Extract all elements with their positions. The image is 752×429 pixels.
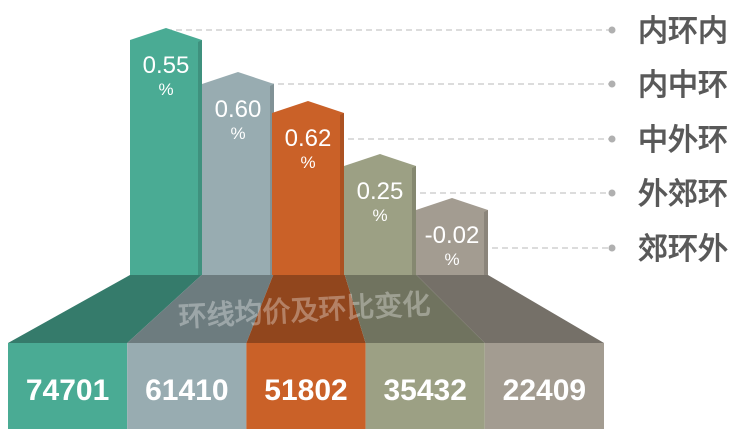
base-platform bbox=[8, 275, 604, 429]
zone-label-2: 中外环 bbox=[638, 124, 728, 157]
leader-dot-2 bbox=[608, 135, 616, 143]
leader-dot-4 bbox=[608, 244, 616, 252]
platform-front-2 bbox=[246, 343, 366, 429]
leader-dot-1 bbox=[608, 80, 616, 88]
leader-dot-0 bbox=[608, 26, 616, 34]
pct-value-2: 0.62 bbox=[285, 125, 332, 152]
zone-label-3: 外郊环 bbox=[638, 178, 728, 211]
arrow-edge-3 bbox=[412, 166, 416, 275]
pct-value-3: 0.25 bbox=[357, 178, 404, 205]
arrow-edge-0 bbox=[198, 40, 202, 275]
platform-front-4 bbox=[484, 343, 604, 429]
arrow-bar-2 bbox=[272, 101, 344, 275]
price-label-4: 22409 bbox=[503, 374, 586, 407]
price-label-0: 74701 bbox=[26, 374, 109, 407]
price-label-3: 35432 bbox=[383, 374, 466, 407]
platform-top-2 bbox=[246, 275, 366, 343]
platform-top-1 bbox=[127, 275, 274, 343]
pct-unit-1: % bbox=[230, 124, 245, 143]
platform-front-0 bbox=[8, 343, 128, 429]
arrow-bar-4 bbox=[416, 198, 488, 275]
pct-value-4: -0.02 bbox=[425, 222, 480, 249]
pct-unit-3: % bbox=[372, 206, 387, 225]
pct-unit-2: % bbox=[300, 153, 315, 172]
arrow-column-3: 0.25% bbox=[344, 154, 416, 275]
arrow-bar-3 bbox=[344, 154, 416, 275]
arrow-column-4: -0.02% bbox=[416, 198, 488, 275]
arrow-column-2: 0.62% bbox=[272, 101, 344, 275]
platform-top-4 bbox=[416, 275, 604, 343]
platform-front-1 bbox=[127, 343, 247, 429]
arrow-edge-4 bbox=[484, 210, 488, 275]
platform-top-3 bbox=[344, 275, 485, 343]
pct-unit-0: % bbox=[158, 80, 173, 99]
arrow-column-0: 0.55% bbox=[130, 28, 202, 275]
pct-value-1: 0.60 bbox=[215, 96, 262, 123]
arrow-bar-0 bbox=[130, 28, 202, 275]
pct-value-0: 0.55 bbox=[143, 52, 190, 79]
arrow-edge-2 bbox=[340, 113, 344, 275]
pct-unit-4: % bbox=[444, 250, 459, 269]
leader-dot-3 bbox=[608, 189, 616, 197]
zone-label-1: 内中环 bbox=[638, 69, 728, 102]
platform-front-3 bbox=[365, 343, 485, 429]
zone-label-4: 郊环外 bbox=[638, 233, 728, 266]
price-label-1: 61410 bbox=[145, 374, 228, 407]
zone-label-0: 内环内 bbox=[638, 15, 728, 48]
arrow-bar-1 bbox=[202, 72, 274, 275]
price-label-2: 51802 bbox=[264, 374, 347, 407]
arrow-column-1: 0.60% bbox=[202, 72, 274, 275]
platform-top-0 bbox=[8, 275, 202, 343]
